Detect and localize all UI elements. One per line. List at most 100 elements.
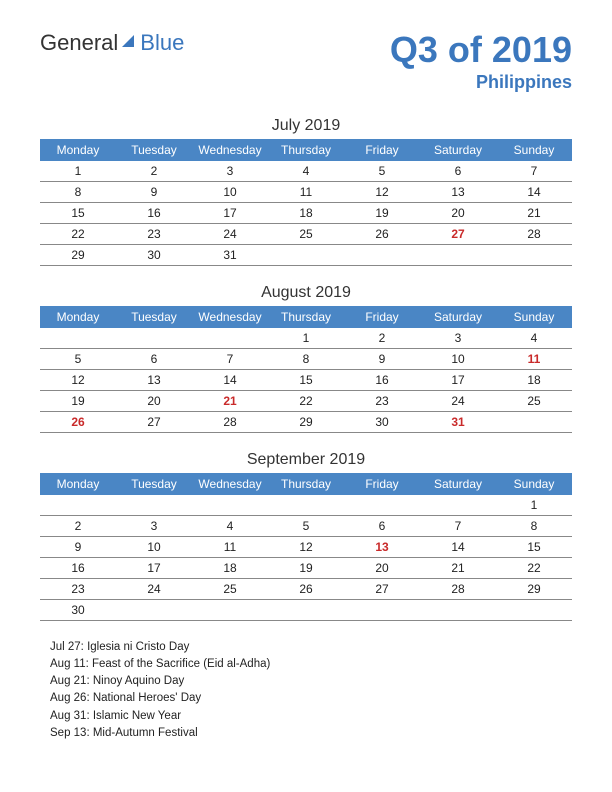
calendar-cell [344,244,420,265]
calendar-cell: 6 [344,515,420,536]
calendar-row: 2345678 [40,515,572,536]
logo: General Blue [40,30,184,56]
calendar-cell: 21 [192,390,268,411]
month-block: August 2019MondayTuesdayWednesdayThursda… [40,284,572,433]
calendar-cell: 10 [116,536,192,557]
holiday-entry: Aug 21: Ninoy Aquino Day [50,673,572,690]
calendar-cell [116,328,192,349]
calendar-cell: 19 [40,390,116,411]
logo-text-b: Blue [140,30,184,56]
calendar-cell: 6 [420,161,496,182]
calendar-cell [40,495,116,516]
calendar-row: 1234567 [40,161,572,182]
calendar-cell: 10 [192,181,268,202]
calendars-container: July 2019 MondayTuesdayWednesdayThursdayF… [40,117,572,621]
calendar-row: 16171819202122 [40,557,572,578]
calendar-table: MondayTuesdayWednesdayThursdayFridaySatu… [40,139,572,266]
day-header: Tuesday [116,139,192,161]
calendar-cell: 2 [116,161,192,182]
holiday-entry: Aug 31: Islamic New Year [50,708,572,725]
calendar-cell: 25 [496,390,572,411]
calendar-cell: 1 [40,161,116,182]
calendar-cell: 31 [420,411,496,432]
month-title: July 2019 [40,117,572,135]
calendar-cell: 5 [40,348,116,369]
calendar-cell: 27 [344,578,420,599]
calendar-cell: 24 [192,223,268,244]
calendar-cell: 2 [40,515,116,536]
calendar-cell: 24 [116,578,192,599]
calendar-cell: 2 [344,328,420,349]
day-header: Tuesday [116,473,192,495]
calendar-cell: 14 [192,369,268,390]
calendar-row: 15161718192021 [40,202,572,223]
calendar-cell: 15 [40,202,116,223]
calendar-cell: 15 [268,369,344,390]
calendar-cell [344,495,420,516]
month-title: August 2019 [40,284,572,302]
calendar-cell: 28 [192,411,268,432]
calendar-cell: 26 [268,578,344,599]
month-block: September 2019MondayTuesdayWednesdayThur… [40,451,572,621]
calendar-cell: 18 [268,202,344,223]
calendar-row: 1234 [40,328,572,349]
calendar-cell: 22 [40,223,116,244]
calendar-row: 293031 [40,244,572,265]
header: General Blue Q3 of 2019 Philippines [40,30,572,93]
calendar-cell: 8 [496,515,572,536]
logo-text-a: General [40,30,118,56]
calendar-cell: 12 [344,181,420,202]
calendar-cell: 18 [192,557,268,578]
calendar-row: 22232425262728 [40,223,572,244]
calendar-cell: 16 [344,369,420,390]
calendar-cell [40,328,116,349]
calendar-cell [116,495,192,516]
calendar-cell: 9 [40,536,116,557]
calendar-cell: 1 [268,328,344,349]
calendar-cell: 29 [496,578,572,599]
calendar-cell: 4 [496,328,572,349]
calendar-cell: 17 [116,557,192,578]
calendar-cell [268,599,344,620]
calendar-cell [420,495,496,516]
calendar-cell: 21 [496,202,572,223]
calendar-cell: 7 [420,515,496,536]
calendar-cell: 11 [268,181,344,202]
day-header: Thursday [268,473,344,495]
calendar-cell: 27 [420,223,496,244]
holiday-entry: Sep 13: Mid-Autumn Festival [50,725,572,742]
calendar-cell: 8 [40,181,116,202]
calendar-cell [116,599,192,620]
calendar-cell: 29 [268,411,344,432]
calendar-cell: 16 [116,202,192,223]
calendar-cell: 14 [420,536,496,557]
calendar-cell: 26 [40,411,116,432]
calendar-cell: 3 [116,515,192,536]
calendar-cell: 30 [116,244,192,265]
day-header: Tuesday [116,306,192,328]
calendar-table: MondayTuesdayWednesdayThursdayFridaySatu… [40,473,572,621]
holiday-entry: Aug 26: National Heroes' Day [50,690,572,707]
day-header: Saturday [420,139,496,161]
calendar-cell: 12 [268,536,344,557]
day-header: Friday [344,306,420,328]
calendar-cell: 19 [344,202,420,223]
calendar-cell: 7 [192,348,268,369]
calendar-cell [496,411,572,432]
calendar-cell [268,244,344,265]
calendar-cell [496,244,572,265]
day-header: Monday [40,139,116,161]
calendar-cell: 23 [344,390,420,411]
calendar-cell: 14 [496,181,572,202]
calendar-cell: 22 [496,557,572,578]
day-header: Sunday [496,306,572,328]
calendar-cell: 6 [116,348,192,369]
calendar-cell: 22 [268,390,344,411]
calendar-cell: 5 [268,515,344,536]
calendar-row: 262728293031 [40,411,572,432]
calendar-cell: 15 [496,536,572,557]
calendar-cell: 13 [420,181,496,202]
calendar-cell: 31 [192,244,268,265]
calendar-row: 30 [40,599,572,620]
calendar-cell: 30 [40,599,116,620]
